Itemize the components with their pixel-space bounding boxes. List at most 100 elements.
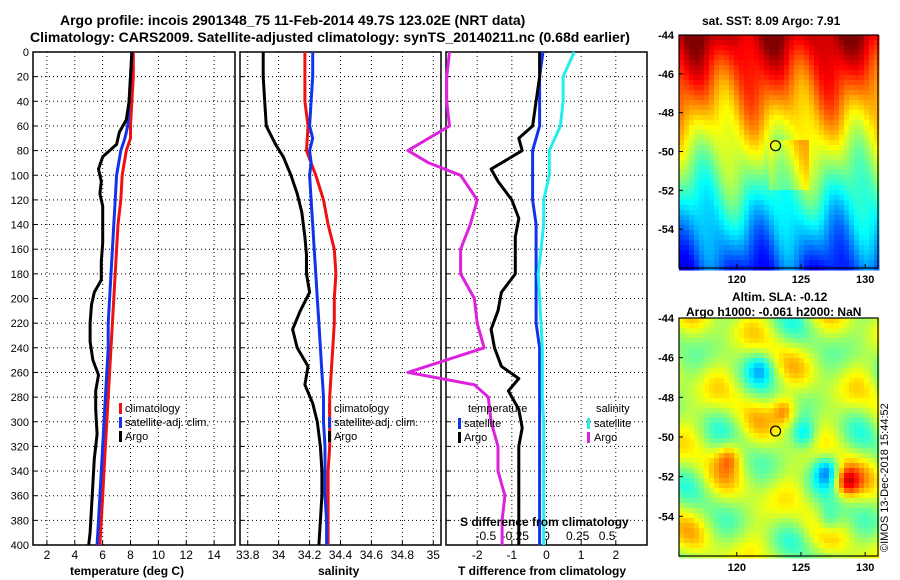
sst-map-cell [814,205,820,211]
sst-map-cell [679,45,685,51]
sst-map-cell [729,255,735,261]
sla-map-cell [714,368,720,374]
sla-map-cell [694,383,700,389]
sla-map-cell [824,413,830,419]
sst-map-cell [694,50,700,56]
sst-map-cell [779,35,785,41]
sla-map-cell [709,338,715,344]
sla-map-cell [714,478,720,484]
sst-map-cell [779,175,785,181]
sla-map-cell [679,538,685,544]
sst-map-cell [794,235,800,241]
sst-map-cell [694,155,700,161]
sla-map-cell [844,478,850,484]
sst-map-cell [739,145,745,151]
sst-map-cell [859,80,865,86]
sla-map-cell [849,408,855,414]
sla-map-cell [819,418,825,424]
sst-map-cell [704,260,710,266]
sla-map-cell [684,458,690,464]
sla-map-cell [824,533,830,539]
sst-map-cell [729,70,735,76]
sla-map-cell [839,543,845,549]
sla-map-cell [849,328,855,334]
sst-map-cell [704,55,710,61]
sla-map-cell [789,423,795,429]
sst-map-cell [739,50,745,56]
sst-map-cell [799,135,805,141]
sla-map-cell [759,418,765,424]
depth-tick-label: 200 [11,294,29,306]
sla-map-cell [834,408,840,414]
sla-map-cell [824,428,830,434]
sst-map-cell [874,170,880,176]
sst-map-cell [759,130,765,136]
sla-map-cell [739,368,745,374]
sst-map-cell [829,140,835,146]
sla-map-cell [769,448,775,454]
sla-map-cell [749,343,755,349]
sla-map-cell [739,418,745,424]
sst-map-cell [729,165,735,171]
sst-map-cell [679,115,685,121]
sla-map-cell [684,418,690,424]
sst-map-cell [834,70,840,76]
sla-map-cell [784,478,790,484]
sst-map-cell [834,110,840,116]
sla-map-cell [874,368,880,374]
sla-map-cell [844,418,850,424]
sla-map-cell [794,503,800,509]
sla-map-cell [819,333,825,339]
sla-map-cell [819,318,825,324]
sst-map-cell [679,65,685,71]
sla-map-cell [709,438,715,444]
sst-map-cell [739,80,745,86]
sst-map-cell [689,105,695,111]
sla-map-cell [794,448,800,454]
sst-map-cell [859,170,865,176]
sla-map-cell [764,423,770,429]
sla-map-cell [854,428,860,434]
sla-map-cell [794,368,800,374]
sla-map-cell [809,468,815,474]
sst-map-cell [764,250,770,256]
sla-map-cell [769,428,775,434]
sst-map-cell [769,70,775,76]
sla-map-cell [799,468,805,474]
sla-map-cell [854,493,860,499]
sst-map-cell [814,135,820,141]
sla-map-cell [789,328,795,334]
sst-map-cell [859,225,865,231]
sla-map-cell [849,543,855,549]
sst-map-cell [749,245,755,251]
sla-map-cell [809,428,815,434]
sst-map-cell [829,245,835,251]
sst-map-cell [779,170,785,176]
sla-map-cell [699,373,705,379]
sla-map-cell [794,438,800,444]
sla-map-cell [724,498,730,504]
sst-map-cell [789,245,795,251]
sst-map-cell [699,35,705,41]
sst-map-cell [844,105,850,111]
sst-map-cell [784,180,790,186]
sst-map-cell [759,230,765,236]
sla-map-cell [829,363,835,369]
sst-map-cell [724,230,730,236]
sla-map-cell [714,513,720,519]
sst-map-cell [859,130,865,136]
sst-map-cell [789,35,795,41]
sst-map-cell [704,255,710,261]
sla-map-cell [784,383,790,389]
sla-map-cell [754,548,760,554]
sla-map-cell [749,353,755,359]
sst-map-cell [839,95,845,101]
sst-map-cell [819,245,825,251]
sla-map-cell [854,478,860,484]
sst-map-cell [729,215,735,221]
sst-map-cell [699,95,705,101]
sst-map-cell [704,215,710,221]
sst-map-cell [749,155,755,161]
sst-map-cell [839,170,845,176]
sst-map-cell [749,50,755,56]
